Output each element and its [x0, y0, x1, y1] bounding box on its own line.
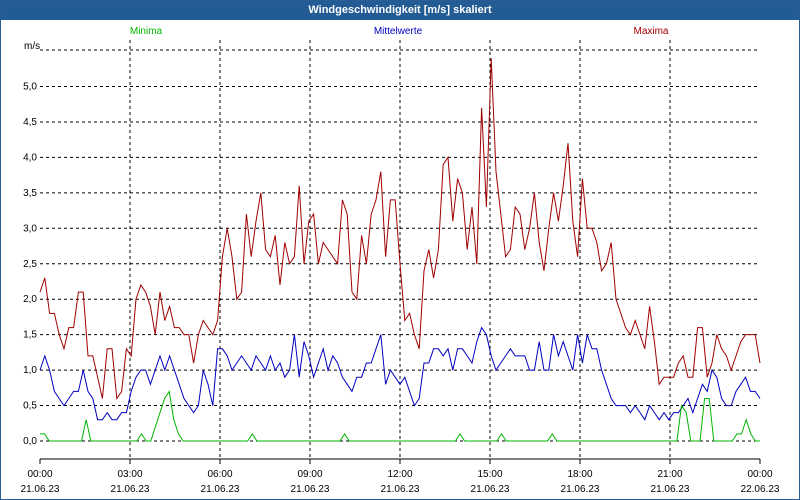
mittelwerte-line: [39, 326, 761, 421]
x-tick-date: 22.06.23: [741, 484, 780, 495]
x-tick-date: 21.06.23: [111, 484, 150, 495]
x-tick-time: 18:00: [567, 469, 592, 480]
x-tick-time: 09:00: [297, 469, 322, 480]
y-tick-label: 1,0: [23, 365, 37, 376]
y-tick-label: 2,5: [23, 259, 37, 270]
window-title: Windgeschwindigkeit [m/s] skaliert: [1, 1, 799, 20]
y-tick-label: 1,5: [23, 330, 37, 341]
x-tick-time: 15:00: [477, 469, 502, 480]
x-tick-date: 21.06.23: [651, 484, 690, 495]
x-tick-time: 03:00: [117, 469, 142, 480]
grid-lines: [40, 40, 760, 459]
x-tick-date: 21.06.23: [21, 484, 60, 495]
legend-maxima: Maxima: [633, 26, 668, 37]
x-tick-date: 21.06.23: [381, 484, 420, 495]
y-tick-label: 0,0: [23, 436, 37, 447]
y-tick-label: 3,0: [23, 223, 37, 234]
y-tick-label: 0,5: [23, 401, 37, 412]
y-tick-label: 4,5: [23, 117, 37, 128]
y-axis-unit-label: m/s: [24, 41, 40, 52]
legend-minima: Minima: [130, 26, 163, 37]
x-tick-time: 12:00: [387, 469, 412, 480]
y-tick-label: 2,0: [23, 294, 37, 305]
y-tick-label: 3,5: [23, 188, 37, 199]
x-tick-time: 21:00: [657, 469, 682, 480]
x-axis-ticks: 00:00 21.06.23 03:00 21.06.23 06:00 21.06.23 0…: [21, 459, 780, 495]
y-tick-label: 4,0: [23, 152, 37, 163]
x-tick-date: 21.06.23: [291, 484, 330, 495]
x-tick-date: 21.06.23: [471, 484, 510, 495]
x-tick-time: 00:00: [27, 469, 52, 480]
minima-line: [40, 390, 760, 442]
y-tick-label: 5,0: [23, 82, 37, 93]
x-tick-date: 21.06.23: [201, 484, 240, 495]
legend-mittelwerte: Mittelwerte: [374, 26, 423, 37]
x-tick-date: 21.06.23: [561, 484, 600, 495]
x-tick-time: 06:00: [207, 469, 232, 480]
maxima-line: [39, 58, 761, 400]
x-tick-time: 00:00: [747, 469, 772, 480]
y-axis-ticks: 0,0 0,5 1,0 1,5 2,0 2,5 3,0 3,5 4,0 4,5 5,0: [23, 82, 37, 448]
series-lines: [39, 58, 761, 442]
